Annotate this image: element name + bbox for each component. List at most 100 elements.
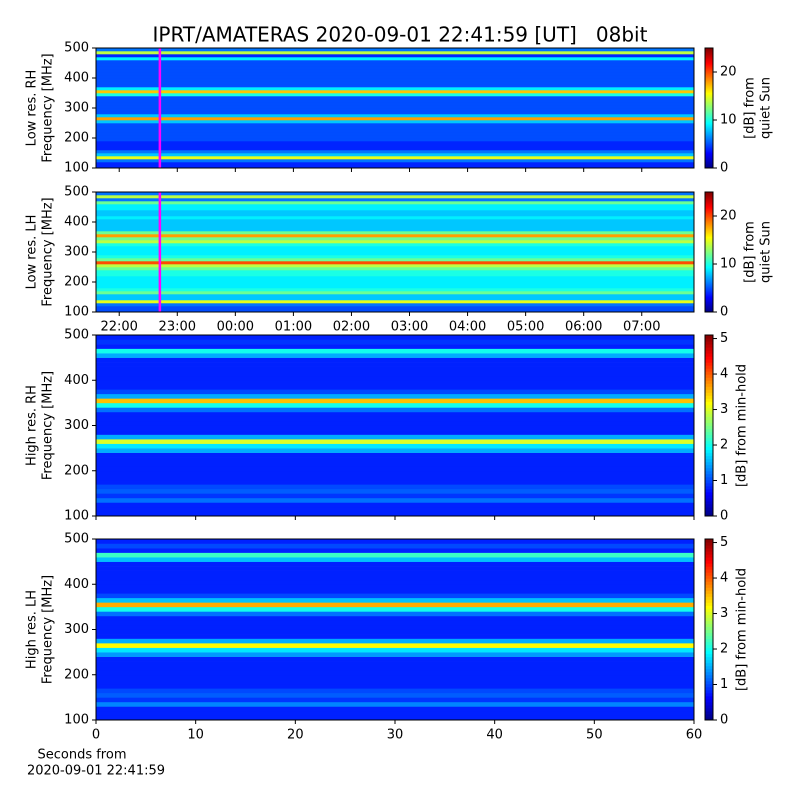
- colorbar-swatch: [705, 689, 713, 694]
- colorbar-swatch: [705, 506, 713, 511]
- heat-band: [96, 430, 694, 435]
- colorbar-swatch: [705, 446, 713, 451]
- y-tick-label: 100: [64, 509, 89, 524]
- x-tick-label: 50: [586, 728, 603, 743]
- colorbar-swatch: [705, 204, 713, 207]
- colorbar-swatch: [705, 210, 713, 213]
- heat-band: [96, 258, 694, 262]
- colorbar-swatch: [705, 266, 713, 269]
- colorbar-swatch: [705, 386, 713, 390]
- colorbar-swatch: [705, 232, 713, 235]
- heat-band: [96, 634, 694, 639]
- colorbar-swatch: [705, 250, 713, 253]
- heat-band: [96, 348, 694, 354]
- colorbar-swatch: [705, 224, 713, 227]
- colorbar-swatch: [705, 128, 713, 131]
- colorbar-swatch: [705, 542, 713, 546]
- heat-band: [96, 688, 694, 694]
- colorbar-swatch: [705, 100, 713, 103]
- heat-band: [96, 674, 694, 680]
- heat-band: [96, 249, 694, 253]
- heat-band: [96, 335, 694, 340]
- colorbar-swatch: [705, 158, 713, 161]
- colorbar-swatch: [705, 695, 713, 700]
- colorbar-swatch: [705, 347, 713, 351]
- heat-band: [96, 488, 694, 494]
- colorbar-swatch: [705, 270, 713, 273]
- heat-band: [96, 552, 694, 558]
- colorbar-swatch: [705, 383, 713, 387]
- colorbar-swatch: [705, 410, 713, 414]
- colorbar-tick-label: 3: [720, 606, 728, 621]
- colorbar-frame: [704, 538, 714, 721]
- colorbar-swatch: [705, 290, 713, 293]
- heat-band: [96, 228, 694, 232]
- colorbar-swatch: [705, 416, 713, 420]
- heat-band: [96, 267, 694, 271]
- heat-band: [96, 96, 694, 100]
- heat-band: [96, 620, 694, 626]
- heat-band: [96, 389, 694, 395]
- y-axis-label: Frequency [MHz]: [41, 197, 56, 306]
- heat-band: [96, 384, 694, 390]
- colorbar-swatch: [705, 371, 713, 375]
- colorbar-tick-label: 3: [720, 402, 728, 417]
- colorbar-swatch: [705, 395, 713, 399]
- heat-band: [96, 701, 694, 707]
- heat-band: [96, 362, 694, 367]
- colorbar-swatch: [705, 148, 713, 151]
- colorbar-swatch: [705, 362, 713, 366]
- heat-band: [96, 111, 694, 115]
- y-tick-label: 100: [64, 161, 89, 176]
- colorbar-swatch: [705, 138, 713, 141]
- colorbar-swatch: [705, 587, 713, 591]
- colorbar-swatch: [705, 104, 713, 107]
- colorbar-swatch: [705, 156, 713, 159]
- colorbar-swatch: [705, 677, 713, 682]
- colorbar-swatch: [705, 60, 713, 63]
- heat-band: [96, 288, 694, 292]
- heat-band: [96, 398, 694, 404]
- heat-band: [96, 375, 694, 381]
- colorbar-swatch: [705, 512, 713, 517]
- colorbar-swatch: [705, 572, 713, 576]
- heat-band: [96, 470, 694, 476]
- colorbar-swatch: [705, 260, 713, 263]
- colorbar-swatch: [705, 160, 713, 163]
- x-tick-label: 07:00: [623, 320, 660, 335]
- colorbar-tick-label: 0: [720, 161, 728, 176]
- heat-band: [96, 48, 694, 52]
- colorbar-swatch: [705, 683, 713, 688]
- heat-band: [96, 434, 694, 440]
- heat-band: [96, 123, 694, 127]
- colorbar-frame: [704, 47, 714, 169]
- colorbar-swatch: [705, 276, 713, 279]
- colorbar-swatch: [705, 437, 713, 442]
- colorbar-swatch: [705, 80, 713, 83]
- colorbar-swatch: [705, 106, 713, 109]
- x-tick-label: 22:00: [100, 320, 137, 335]
- colorbar-swatch: [705, 262, 713, 265]
- colorbar-swatch: [705, 632, 713, 637]
- colorbar-swatch: [705, 302, 713, 305]
- colorbar-swatch: [705, 497, 713, 502]
- heat-band: [96, 216, 694, 220]
- colorbar-swatch: [705, 216, 713, 219]
- heat-band: [96, 506, 694, 512]
- heat-band: [96, 371, 694, 377]
- heat-band: [96, 656, 694, 662]
- y-tick-label: 500: [64, 532, 89, 547]
- colorbar-swatch: [705, 644, 713, 649]
- colorbar-swatch: [705, 154, 713, 157]
- colorbar-swatch: [705, 638, 713, 643]
- heat-band: [96, 63, 694, 67]
- heat-band: [96, 366, 694, 372]
- y-tick-label: 100: [64, 305, 89, 320]
- heat-band: [96, 557, 694, 562]
- colorbar-swatch: [705, 122, 713, 125]
- heat-band: [96, 665, 694, 671]
- x-tick-label: 02:00: [333, 320, 370, 335]
- colorbar-swatch: [705, 620, 713, 624]
- colorbar-swatch: [705, 662, 713, 667]
- heat-band: [96, 697, 694, 703]
